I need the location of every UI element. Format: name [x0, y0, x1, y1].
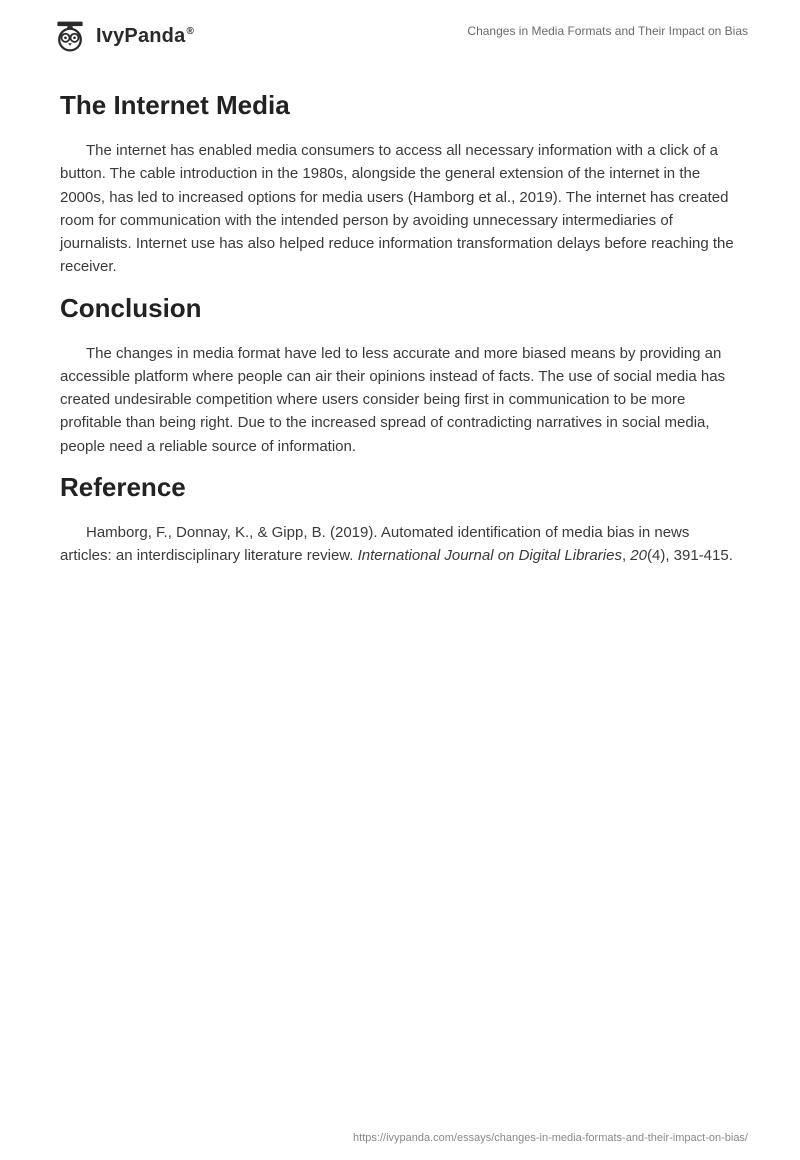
section-body-internet: The internet has enabled media consumers… — [60, 139, 740, 279]
reference-entry: Hamborg, F., Donnay, K., & Gipp, B. (201… — [60, 521, 740, 568]
section-heading-internet: The Internet Media — [60, 90, 740, 121]
document-title: Changes in Media Formats and Their Impac… — [467, 24, 748, 38]
reference-volume: 20 — [630, 547, 647, 564]
reference-pages: (4), 391-415. — [647, 547, 733, 564]
section-heading-reference: Reference — [60, 472, 740, 503]
source-url: https://ivypanda.com/essays/changes-in-m… — [353, 1132, 748, 1144]
document-body: The Internet Media The internet has enab… — [0, 54, 800, 567]
brand-logo: IvyPanda® — [52, 18, 194, 54]
section-heading-conclusion: Conclusion — [60, 293, 740, 324]
owl-grad-icon — [52, 18, 88, 54]
brand-name: IvyPanda® — [96, 25, 194, 48]
page-header: IvyPanda® Changes in Media Formats and T… — [0, 0, 800, 54]
section-body-conclusion: The changes in media format have led to … — [60, 342, 740, 458]
reference-journal: International Journal on Digital Librari… — [358, 547, 622, 564]
registered-mark: ® — [186, 26, 194, 37]
